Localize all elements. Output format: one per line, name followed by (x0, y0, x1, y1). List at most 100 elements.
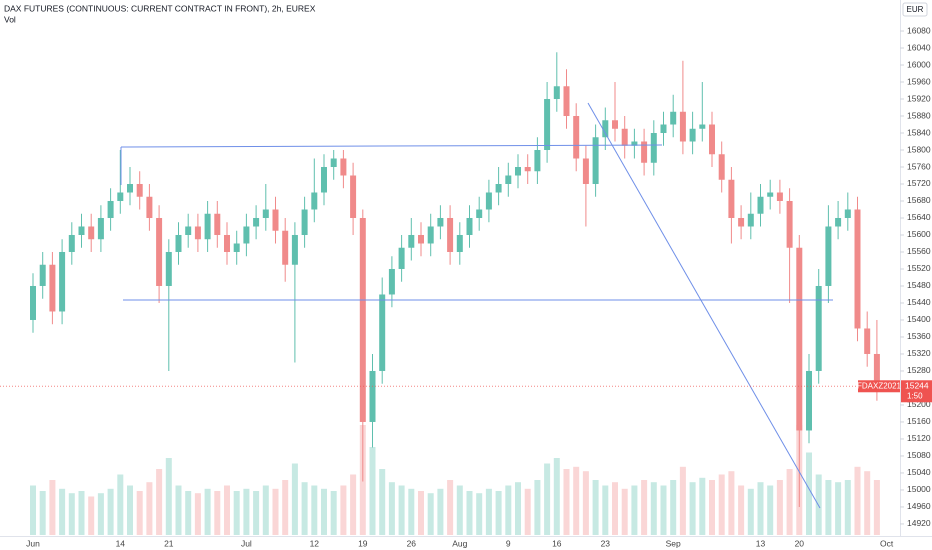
candle-body (786, 200, 793, 248)
candle-body (844, 209, 851, 218)
candle-body (854, 209, 861, 329)
candle-layer (30, 52, 880, 507)
candle-body (544, 99, 551, 151)
candle-body (156, 217, 163, 286)
volume-bar (437, 488, 444, 535)
candle-body (631, 141, 638, 146)
candle-body (369, 370, 376, 422)
candle-body (466, 217, 473, 235)
y-tick-label: 14920 (907, 518, 931, 528)
volume-bar (466, 491, 473, 535)
volume-bar (388, 482, 395, 535)
candle-body (117, 192, 124, 201)
volume-bar (301, 482, 308, 535)
volume-bar (262, 485, 269, 535)
volume-bar (185, 491, 192, 535)
chart-title: DAX FUTURES (CONTINUOUS: CURRENT CONTRAC… (4, 3, 316, 13)
candle-body (776, 192, 783, 201)
y-tick-label: 16040 (907, 42, 931, 52)
volume-bar (544, 463, 551, 535)
candle-body (253, 217, 260, 227)
candle-body (476, 209, 483, 218)
volume-bar (117, 474, 124, 535)
volume-bar (747, 488, 754, 535)
candle-body (757, 196, 764, 214)
volume-bar (427, 493, 434, 535)
y-tick-label: 15880 (907, 110, 931, 120)
y-tick-label: 14960 (907, 501, 931, 511)
volume-bar (243, 488, 250, 535)
volume-bar (311, 485, 318, 535)
y-tick-label: 15040 (907, 467, 931, 477)
volume-bar (127, 485, 133, 535)
candle-body (864, 328, 871, 354)
candle-body (641, 141, 648, 163)
x-tick-label: 21 (164, 538, 174, 548)
x-tick-label: Sep (666, 538, 681, 548)
price-tag (901, 380, 932, 403)
candle-body (602, 120, 609, 138)
y-tick-label: 15160 (907, 416, 931, 426)
volume-bar (398, 485, 405, 535)
volume-bar (68, 493, 75, 535)
candle-body (146, 196, 153, 218)
volume-bar (573, 466, 580, 535)
candle-body (456, 234, 463, 252)
candle-body (689, 128, 696, 142)
volume-bar (156, 469, 163, 535)
volume-bar (660, 485, 667, 535)
y-tick-label: 15560 (907, 246, 931, 256)
candle-body (30, 285, 36, 320)
volume-bar (767, 485, 774, 535)
volume-bar (612, 482, 618, 535)
drawings (120, 102, 833, 509)
candle-body (175, 234, 182, 252)
y-tick-label: 15720 (907, 178, 931, 188)
candle-body (59, 251, 66, 312)
x-tick-label: 12 (310, 538, 320, 548)
candle-body (612, 120, 618, 129)
candle-body (408, 234, 415, 248)
volume-bar (592, 480, 599, 535)
candle-body (534, 150, 541, 172)
volume-bar (776, 480, 783, 535)
volume-bar (59, 488, 66, 535)
candle-body (321, 167, 327, 193)
candle-body (359, 217, 366, 422)
x-tick-label: 9 (506, 538, 511, 548)
volume-bar (447, 480, 454, 535)
y-tick-label: 16000 (907, 59, 931, 69)
volume-bar (78, 491, 85, 535)
volume-bar (165, 458, 172, 535)
currency-label: EUR (907, 5, 924, 14)
volume-bar (728, 471, 735, 535)
volume-bar (233, 491, 240, 535)
volume-bar (515, 482, 521, 535)
volume-bar (321, 488, 327, 535)
volume-bar (864, 471, 871, 535)
volume-bar (844, 480, 851, 535)
candle-body (699, 124, 706, 129)
y-tick-label: 15320 (907, 348, 931, 358)
volume-bar (379, 469, 386, 535)
volume-bar (194, 493, 201, 535)
candle-body (679, 111, 686, 142)
volume-bar (485, 488, 492, 535)
y-tick-label: 15000 (907, 484, 931, 494)
volume-bar (621, 488, 628, 535)
x-tick-label: 26 (407, 538, 417, 548)
candle-body (582, 158, 589, 184)
y-tick-label: 15960 (907, 76, 931, 86)
candle-body (301, 209, 308, 235)
x-tick-label: 23 (601, 538, 611, 548)
volume-bar (175, 485, 182, 535)
y-tick-label: 15840 (907, 127, 931, 137)
y-tick-label: 16080 (907, 25, 931, 35)
price-label: 15244 (905, 381, 929, 391)
volume-bar (835, 482, 842, 535)
candle-body (49, 264, 56, 312)
volume-bar (39, 491, 46, 535)
volume-bar (136, 491, 143, 535)
candle-body (524, 167, 531, 172)
